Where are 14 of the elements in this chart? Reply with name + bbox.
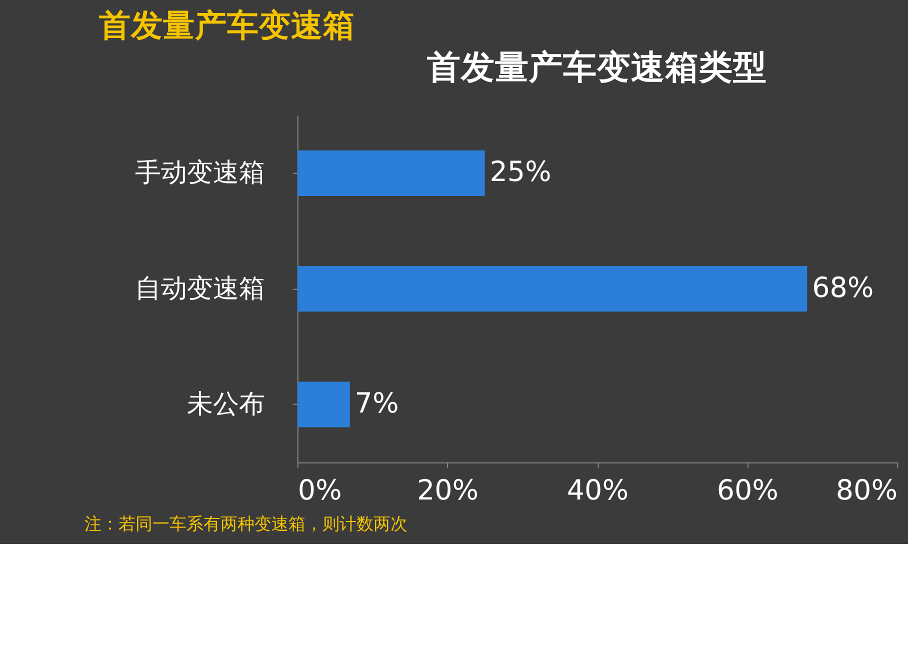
x-tick-label: 40% — [566, 473, 629, 506]
y-tick-label: 自动变速箱 — [135, 274, 266, 304]
y-tick-label: 未公布 — [187, 389, 266, 420]
x-tick-label: 20% — [416, 473, 479, 506]
text: 注：若同一车系有两种变速箱，则计数两次 — [84, 514, 408, 534]
chart-title: 首发量产车变速箱 — [99, 8, 356, 44]
data-label: 7% — [354, 386, 399, 420]
data-label: 68% — [812, 270, 874, 304]
x-tick-label: 60% — [716, 473, 779, 506]
y-tick-label: 手动变速箱 — [135, 158, 266, 188]
data-label: 25% — [490, 155, 552, 188]
chart-subtitle: 首发量产车变速箱类型 — [427, 48, 768, 87]
x-tick-label: 0% — [298, 473, 342, 506]
x-tick-label: 80% — [836, 473, 898, 506]
